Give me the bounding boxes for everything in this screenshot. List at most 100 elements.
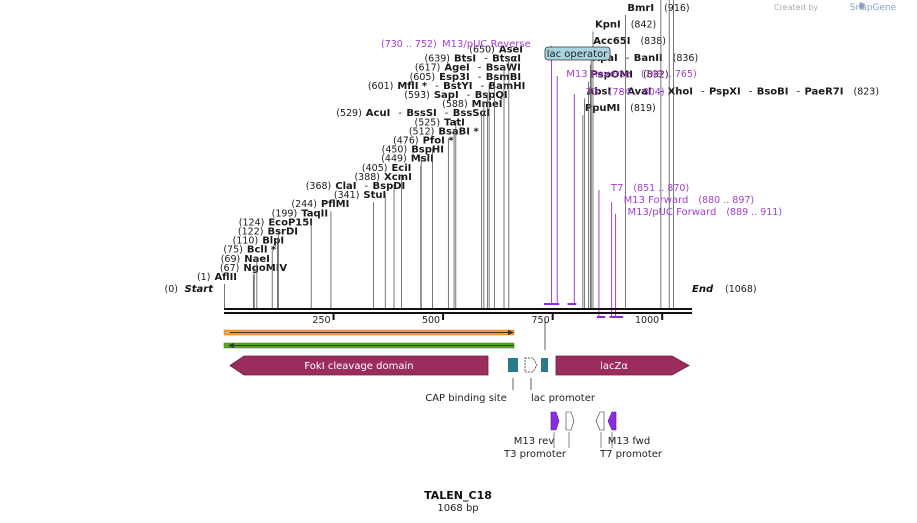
restriction-site[interactable]: AbsI - AvaI - XhoI - PspXI - BsoBI - PaeR7I (823) [584,86,879,308]
restriction-site[interactable]: (75) BclI * [223,245,277,308]
m13-rev-arrow-icon[interactable] [550,411,560,431]
site-position: (388) [354,172,380,183]
site-name: BssSI [406,108,436,119]
site-position: (617) [415,63,441,74]
primer-range: (851 .. 870) [633,183,689,194]
site-position: (476) [393,136,419,147]
orange-bar-arrowhead-icon [508,330,514,335]
site-name: SapI [434,90,459,101]
primer-site[interactable]: (889 .. 911) M13/pUC Forward [613,207,783,318]
site-position: (823) [853,86,879,97]
t7-promoter-label: T7 promoter [599,449,663,460]
site-position: (916) [664,3,690,14]
restriction-site[interactable]: (512) BsaBI * [409,126,480,308]
restriction-site[interactable]: Acc65I (838) [590,36,666,308]
site-name: Esp3I [439,72,470,83]
site-position: (405) [362,163,388,174]
snapgene-logo-icon [859,2,865,10]
t3-promoter-arrow-icon[interactable] [565,411,575,431]
restriction-site[interactable]: (449) MslI [381,154,434,308]
restriction-site[interactable]: (639) BtsI - BtsαI [424,54,521,308]
site-name: AcuI [366,108,391,119]
site-separator: - [484,54,488,65]
restriction-site[interactable]: PvuI(997) [660,0,723,308]
restriction-site[interactable]: (1) AflII [197,272,237,308]
restriction-site[interactable]: (110) BlpI [233,236,284,308]
lac-operator-feature-box[interactable] [541,358,548,372]
restriction-site[interactable]: (124) EcoP15I [239,217,313,308]
lac-promoter-shape [524,357,538,373]
site-position: (449) [381,154,407,165]
restriction-site[interactable]: (617) AgeI - BsaWI [415,63,521,308]
restriction-site[interactable]: BglI(1026) [673,0,740,308]
site-name: BspHI [411,145,444,156]
restriction-site[interactable]: (405) EciI [362,163,411,308]
orf-orange[interactable] [223,329,515,336]
restriction-site[interactable]: (341) StuI [334,190,386,308]
site-position: (67) [220,263,240,274]
site-separator: - [619,86,623,97]
restriction-site[interactable]: (67) NgoMIV [220,263,288,308]
site-name: PfoI * [423,136,455,147]
restriction-site[interactable]: PspOMI (832) [588,70,669,308]
t7-promoter-arrow-icon[interactable] [595,411,605,431]
restriction-site[interactable]: (650) AseI [469,45,523,309]
foki-label: FokI cleavage domain [304,361,413,372]
site-position: (601) [368,81,394,92]
restriction-site[interactable]: (199) TaqII [272,208,328,308]
sequence-backbone [224,308,692,314]
restriction-site[interactable]: (244) PflMI [291,199,349,308]
restriction-site[interactable]: (525) TatI [415,117,465,308]
feature-lacz[interactable]: lacZα [555,355,690,376]
restriction-site[interactable]: (593) SapI - BspQI [404,90,508,308]
restriction-site[interactable]: (450) BspHI [382,145,444,308]
site-separator: - [398,108,402,119]
cap-binding-site-box[interactable] [508,358,518,372]
end-pos: (1068) [725,284,757,295]
orf-green[interactable] [223,342,515,349]
credit-brand[interactable]: SnapGene [850,3,897,13]
tick-label: 750 [532,315,550,326]
site-position: (838) [640,36,666,47]
site-position: (529) [336,108,362,119]
site-separator: - [478,63,482,74]
site-position: (605) [410,72,436,83]
feature-foki[interactable]: FokI cleavage domain [229,355,489,376]
site-name: BmrI [627,3,654,14]
site-position: (124) [239,217,265,228]
m13-fwd-arrow-icon[interactable] [607,411,617,431]
restriction-site[interactable]: (605) Esp3I - BsmBI [410,72,522,308]
restriction-site[interactable]: (476) PfoI * [393,136,454,309]
lac-operator[interactable]: lac operator [544,46,611,61]
primer-range: (749 .. 765) [641,69,697,80]
cap-binding-site-label: CAP binding site [425,393,507,404]
restriction-sites: (1) AflII(67) NgoMIV(69) NaeI(75) BclI *(110… [197,0,879,308]
site-name: BamHI [488,81,525,92]
restriction-site[interactable]: (122) BsrDI [238,227,298,309]
restriction-site[interactable]: FspI(1016) [668,0,736,308]
site-name: MslI [411,154,434,165]
restriction-site[interactable]: (601) MflI * - BstYI - BamHI [368,81,526,308]
restriction-site[interactable]: (529) AcuI - BssSI - BssSαI [336,108,490,308]
lac-promoter-arrow[interactable] [524,357,538,373]
site-separator: - [749,86,753,97]
primer-site[interactable]: (730 .. 752) M13/pUC Reverse [381,39,554,305]
restriction-site[interactable]: (388) XcmI [354,172,412,308]
restriction-site[interactable]: (368) ClaI - BspDI [306,181,406,308]
site-name: PpuMI [585,103,620,114]
site-name: BstYI [443,81,472,92]
site-position: (525) [415,117,441,128]
site-name: BclI * [247,245,277,256]
site-name: TaqII [301,208,328,219]
restriction-site[interactable]: BmrI (916) [624,3,690,308]
primer-site[interactable]: (851 .. 870) T7 [596,183,689,318]
site-position: (69) [221,254,241,265]
credit-prefix: Created by [774,3,818,12]
primer-site[interactable]: (784 .. 804) T3 [567,87,665,305]
restriction-site[interactable]: PpuMI (819) [582,103,656,308]
site-separator: - [701,86,705,97]
primer-range: (784 .. 804) [609,87,665,98]
site-name: PspXI [709,86,741,97]
restriction-site[interactable]: KpnI (842) [592,20,656,309]
primer-site[interactable]: (749 .. 765) M13 Reverse [552,69,697,305]
